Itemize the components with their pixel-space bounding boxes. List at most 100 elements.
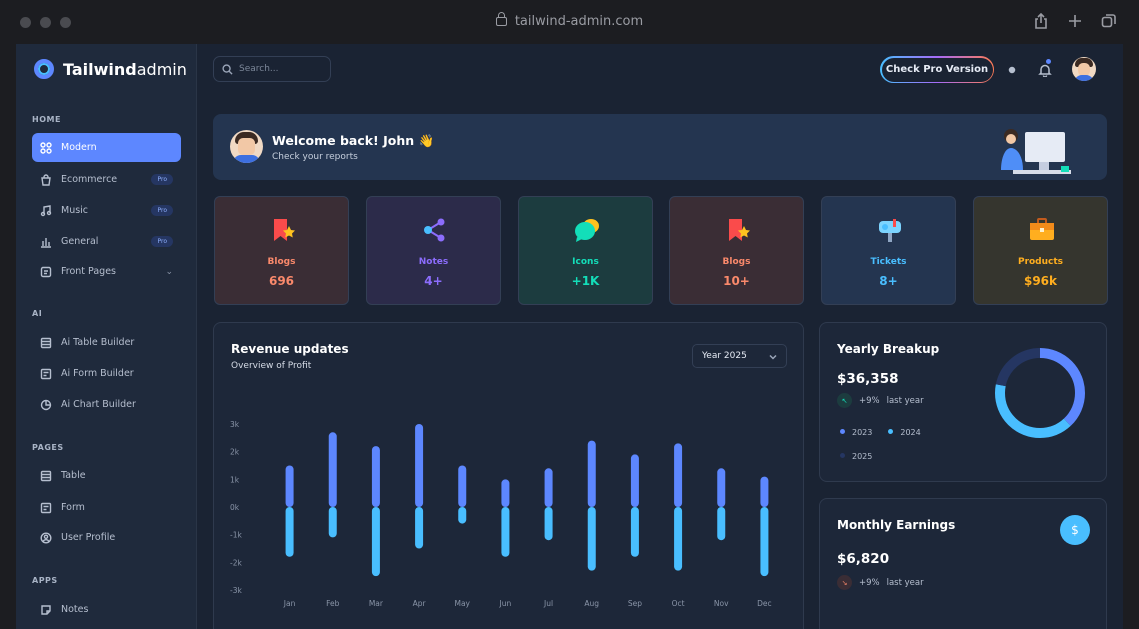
sidebar: Tailwindadmin HOME Modern Ecommerce Pro … (16, 44, 197, 629)
notifications-button[interactable] (1038, 59, 1052, 81)
legend-item: 2024 (888, 428, 921, 437)
y-tick-label: 1k (230, 475, 240, 484)
form-icon (40, 368, 52, 379)
sidebar-item-front-pages[interactable]: Front Pages ⌄ (32, 257, 181, 286)
bar-negative[interactable] (285, 507, 294, 557)
window-controls[interactable] (20, 17, 71, 28)
welcome-banner: Welcome back! John 👋 Check your reports (213, 114, 1107, 180)
bar-negative[interactable] (760, 507, 769, 577)
x-tick-label: Jul (543, 599, 553, 608)
bar-positive[interactable] (458, 465, 467, 508)
bar-positive[interactable] (544, 468, 553, 507)
bar-positive[interactable] (415, 424, 424, 507)
bar-negative[interactable] (371, 507, 380, 577)
x-tick-label: Feb (326, 599, 340, 608)
sidebar-item-general[interactable]: General Pro (32, 227, 181, 256)
table-icon (40, 470, 52, 481)
bar-positive[interactable] (717, 468, 726, 507)
arrow-down-right-icon: ↘ (837, 575, 852, 590)
sidebar-item-music[interactable]: Music Pro (32, 196, 181, 225)
sidebar-item-ai-table-builder[interactable]: Ai Table Builder (32, 328, 181, 357)
bar-negative[interactable] (458, 507, 467, 524)
dollar-icon[interactable]: $ (1060, 515, 1090, 545)
sidebar-item-label: Ai Table Builder (61, 337, 135, 348)
browser-chrome: tailwind-admin.com (0, 0, 1139, 44)
brand-strong: Tailwind (63, 59, 137, 79)
notes-icon (41, 604, 51, 615)
y-tick-label: -2k (230, 558, 242, 567)
bar-negative[interactable] (674, 507, 683, 571)
nav-caption-home: HOME (32, 115, 61, 124)
y-tick-label: -1k (230, 531, 242, 540)
user-icon (40, 531, 52, 544)
stat-card-notes[interactable]: Notes 4+ (366, 196, 501, 305)
y-tick-label: 0k (230, 503, 240, 512)
yearly-amount: $36,358 (837, 371, 899, 387)
yearly-delta-value: +9% (859, 395, 880, 406)
logo[interactable]: Tailwindadmin (34, 59, 187, 79)
url-text: tailwind-admin.com (514, 14, 644, 29)
new-tab-icon[interactable] (1067, 13, 1083, 33)
bar-negative[interactable] (501, 507, 510, 557)
x-tick-label: May (454, 599, 470, 608)
yearly-delta: ↖ +9% last year (837, 393, 924, 408)
sidebar-item-label: Music (61, 205, 89, 216)
bar-negative[interactable] (328, 507, 337, 538)
stat-value: 8+ (879, 274, 898, 288)
sidebar-item-ai-chart-builder[interactable]: Ai Chart Builder (32, 390, 181, 419)
year-select[interactable]: Year 2025 (692, 344, 787, 368)
sidebar-item-ecommerce[interactable]: Ecommerce Pro (32, 165, 181, 194)
y-tick-label: -3k (230, 586, 242, 595)
address-bar[interactable]: tailwind-admin.com (0, 12, 1139, 29)
bar-positive[interactable] (587, 440, 596, 507)
sidebar-item-label: Modern (61, 142, 97, 153)
bar-positive[interactable] (371, 446, 380, 507)
sidebar-item-notes[interactable]: Notes (32, 595, 181, 624)
stat-label: Products (1017, 257, 1064, 267)
bar-positive[interactable] (328, 432, 337, 507)
check-pro-version-button[interactable]: Check Pro Version (880, 56, 994, 83)
welcome-title: Welcome back! John 👋 (272, 133, 435, 148)
stat-label: Notes (418, 257, 449, 267)
chevron-down-icon (769, 354, 777, 360)
stat-card-blogs-2[interactable]: Blogs 10+ (669, 196, 804, 305)
stat-card-tickets[interactable]: Tickets 8+ (821, 196, 956, 305)
welcome-avatar (230, 130, 263, 163)
sidebar-item-label: Ecommerce (61, 174, 118, 185)
search-input[interactable]: Search... (213, 56, 331, 82)
bar-negative[interactable] (415, 507, 424, 549)
bar-positive[interactable] (630, 454, 639, 507)
bar-positive[interactable] (674, 443, 683, 507)
sidebar-item-ai-form-builder[interactable]: Ai Form Builder (32, 359, 181, 388)
theme-toggle[interactable] (1005, 62, 1019, 81)
welcome-subtitle: Check your reports (272, 152, 358, 162)
sidebar-item-user-profile[interactable]: User Profile (32, 523, 181, 552)
bar-positive[interactable] (501, 479, 510, 507)
sidebar-item-modern[interactable]: Modern (32, 133, 181, 162)
app-window: Tailwindadmin HOME Modern Ecommerce Pro … (16, 44, 1123, 629)
sidebar-item-table[interactable]: Table (32, 461, 181, 490)
x-tick-label: Sep (628, 599, 642, 608)
yearly-title: Yearly Breakup (837, 342, 940, 356)
chevron-down-icon: ⌄ (165, 266, 173, 277)
donut-slice[interactable] (995, 348, 1085, 438)
stat-card-icons[interactable]: Icons +1K (518, 196, 653, 305)
sidebar-item-form[interactable]: Form (32, 493, 181, 522)
bar-positive[interactable] (760, 476, 769, 507)
bar-negative[interactable] (544, 507, 553, 541)
arrow-up-left-icon: ↖ (837, 393, 852, 408)
logo-icon (34, 59, 54, 79)
bar-positive[interactable] (285, 465, 294, 508)
bar-negative[interactable] (717, 507, 726, 541)
bar-negative[interactable] (630, 507, 639, 557)
legend-item: 2023 (840, 428, 872, 437)
chat-bubbles-icon (575, 219, 599, 242)
stat-card-products[interactable]: Products $96k (973, 196, 1108, 305)
tabs-overview-icon[interactable] (1101, 13, 1117, 33)
share-icon[interactable] (1033, 12, 1049, 33)
stat-card-blogs[interactable]: Blogs 696 (214, 196, 349, 305)
avatar[interactable] (1072, 57, 1096, 81)
bookmark-star-icon (274, 219, 295, 241)
bar-negative[interactable] (587, 507, 596, 571)
donut-slice[interactable] (995, 348, 1085, 438)
